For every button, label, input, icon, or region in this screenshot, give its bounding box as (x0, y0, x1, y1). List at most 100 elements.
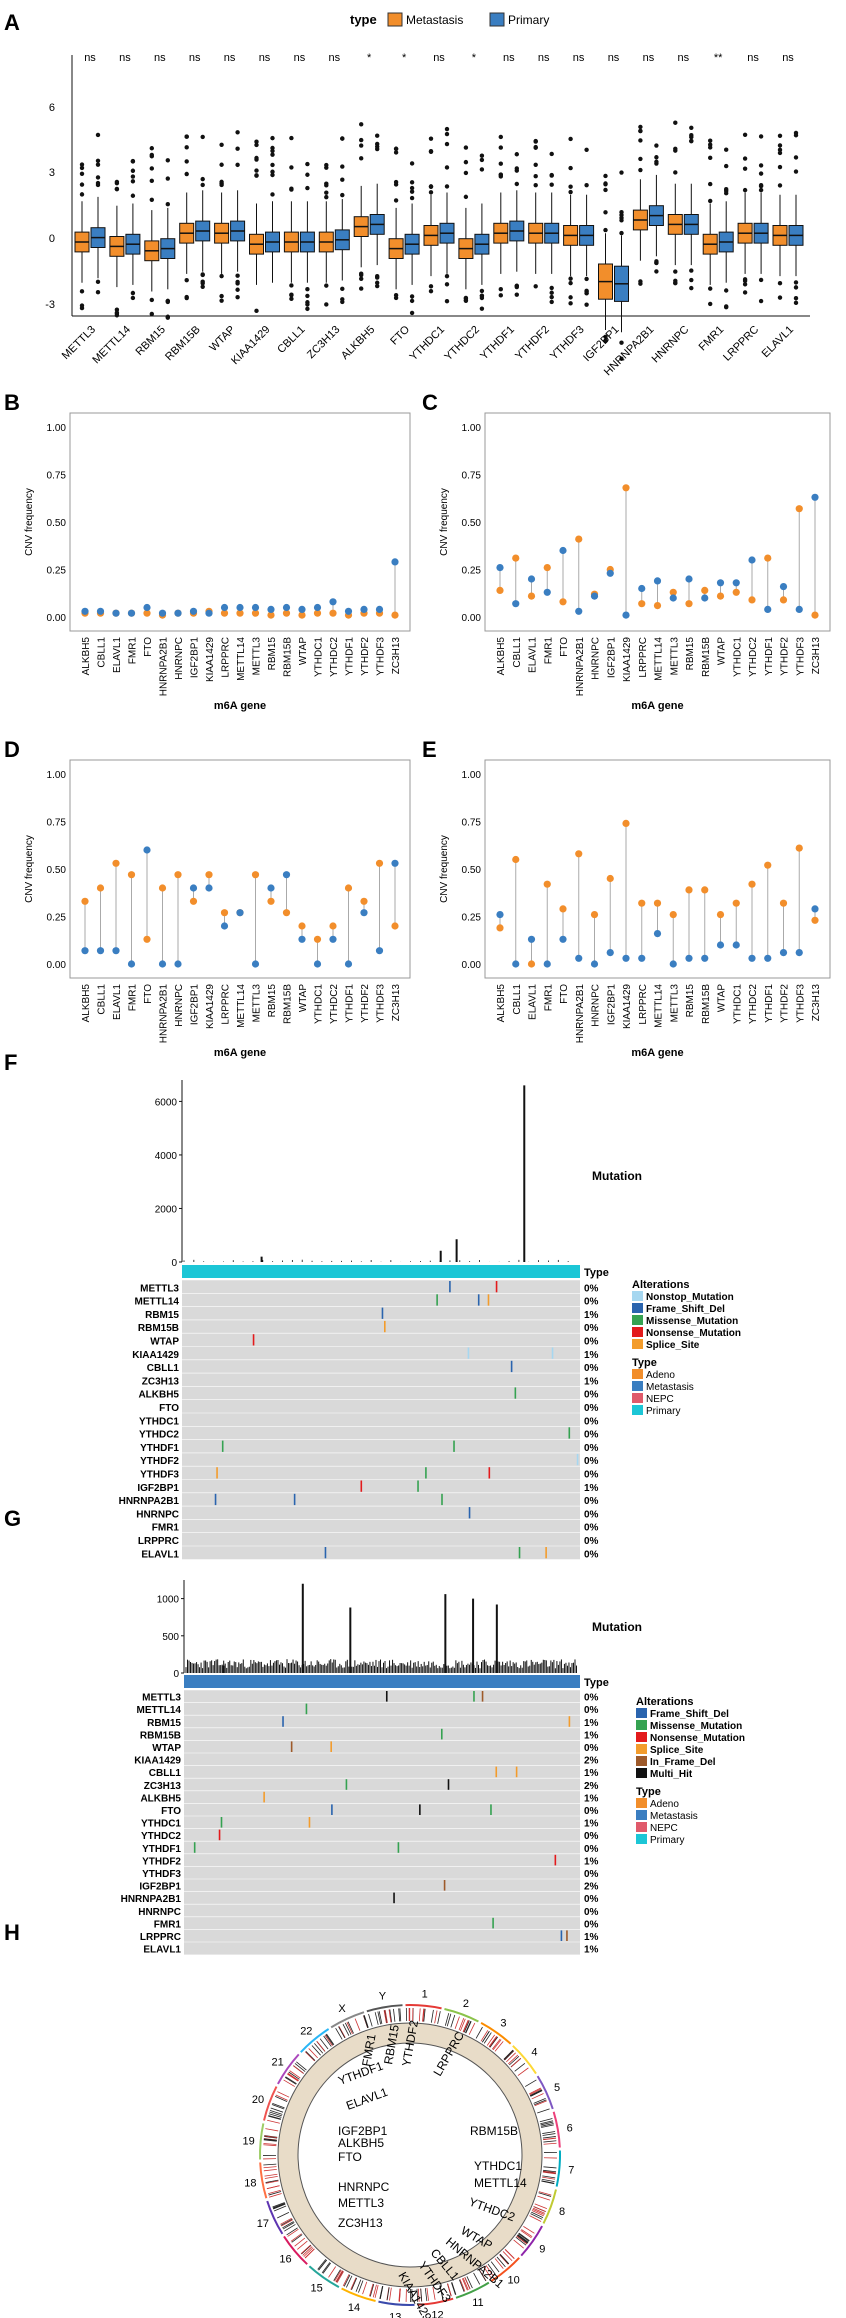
x-tick-label: FTO (559, 637, 570, 657)
gene-label: KIAA1429 (132, 1350, 179, 1361)
x-tick-label: IGF2BP1 (606, 637, 617, 679)
outlier-point (409, 294, 415, 299)
panel-letter-c: C (422, 390, 438, 415)
x-tick-label: METTL14 (654, 984, 665, 1028)
gene-label: IGF2BP1 (137, 1483, 179, 1494)
y-tick-label: 0.25 (47, 913, 67, 924)
panel-h: H 12345678910111213141516171819202122XYF… (4, 1920, 574, 2318)
alteration-mark (425, 1467, 427, 1479)
cytoband (399, 2008, 402, 2022)
x-tick-label: RBM15 (685, 637, 696, 671)
outlier-point (184, 277, 189, 283)
outlier-point (375, 146, 380, 152)
gene-label: RBM15B (140, 1730, 181, 1741)
gene-label: YTHDF1 (140, 1443, 179, 1454)
x-tick-label: HNRNPC (174, 984, 185, 1027)
outlier-point (742, 166, 748, 171)
point-orange (764, 554, 772, 562)
alteration-mark (495, 1281, 498, 1293)
point-blue (606, 949, 614, 957)
x-tick-label: YTHDC2 (442, 324, 482, 364)
outlier-point (79, 192, 85, 197)
cytoband (534, 2099, 547, 2106)
alteration-mark (488, 1467, 491, 1479)
gene-label: LRPPRC (140, 1932, 181, 1943)
outlier-point (584, 290, 589, 296)
cytoband (542, 2175, 556, 2179)
y-tick-label: 0.00 (462, 613, 482, 624)
point-orange (543, 564, 551, 572)
x-tick-label: FMR1 (128, 984, 139, 1012)
outlier-point (235, 287, 240, 292)
outlier-point (638, 128, 643, 134)
x-tick-label: FMR1 (128, 637, 139, 665)
g-oncoplot: 1000 500 0 Mutation Type METTL3 0% METTL14 0% RBM… (121, 1580, 745, 1956)
oncoplot-grid-bg (182, 1280, 580, 1560)
x-axis-label: m6A gene (214, 700, 266, 712)
outlier-point (549, 182, 554, 187)
outlier-point (758, 183, 764, 189)
y-tick-label: 0.00 (47, 960, 67, 971)
outlier-point (777, 133, 783, 138)
point-blue (795, 605, 803, 614)
outlier-point (638, 281, 643, 286)
panel-b: B 1.00 0.75 0.50 0.25 0.00 CNV frequency ALKBH… (4, 390, 411, 712)
significance-label: ** (714, 52, 723, 64)
cytoband (540, 2120, 554, 2125)
outlier-point (79, 182, 85, 187)
outlier-point (777, 183, 783, 188)
outlier-point (254, 142, 259, 148)
point-orange (360, 897, 368, 905)
cytoband (287, 2228, 299, 2237)
outlier-point (428, 184, 434, 189)
cytoband (263, 2139, 277, 2142)
point-blue (205, 609, 213, 617)
cytoband (263, 2166, 277, 2169)
percent-label: 0% (584, 1844, 599, 1855)
cytoband (275, 2094, 288, 2101)
percent-label: 0% (584, 1549, 599, 1560)
y-tick-label: 1.00 (462, 770, 482, 781)
x-tick-label: FTO (143, 984, 154, 1004)
significance-label: * (367, 52, 372, 64)
outlier-point (498, 161, 503, 166)
cytoband (432, 2286, 436, 2300)
point-blue (158, 960, 167, 968)
cytoband (384, 2010, 388, 2023)
plot-border (69, 412, 411, 632)
cytoband (480, 2030, 489, 2042)
point-blue (391, 558, 399, 566)
point-blue (344, 607, 353, 615)
cytoband (335, 2270, 343, 2283)
x-tick-label: METTL3 (669, 637, 680, 676)
x-tick-label: WTAP (298, 637, 309, 665)
x-tick-label: KIAA1429 (205, 637, 216, 682)
chromosome-arc (542, 2189, 557, 2224)
x-tick-label: LRPPRC (221, 637, 232, 678)
point-blue (512, 600, 520, 608)
cytoband (393, 2008, 396, 2022)
point-orange (329, 922, 337, 930)
legend-label: Adeno (650, 1799, 679, 1810)
outlier-point (619, 209, 624, 215)
point-orange (527, 960, 536, 968)
outlier-point (393, 146, 399, 151)
cytoband (491, 2038, 501, 2050)
cytoband (525, 2079, 537, 2087)
point-orange (251, 871, 260, 879)
point-orange (313, 935, 322, 943)
x-tick-label: FMR1 (543, 637, 554, 665)
chromosome-label: Y (379, 1990, 387, 2002)
y-tick-label: 0.25 (462, 913, 482, 924)
point-blue (282, 603, 291, 612)
point-orange (391, 922, 399, 930)
legend-label: Primary (646, 1406, 680, 1417)
significance-label: ns (84, 52, 96, 64)
outlier-point (375, 275, 380, 280)
cytoband (398, 2288, 401, 2302)
outlier-point (568, 184, 573, 189)
point-orange (701, 886, 709, 894)
point-orange (267, 611, 275, 619)
outlier-point (114, 186, 120, 192)
cytoband (317, 2259, 327, 2270)
